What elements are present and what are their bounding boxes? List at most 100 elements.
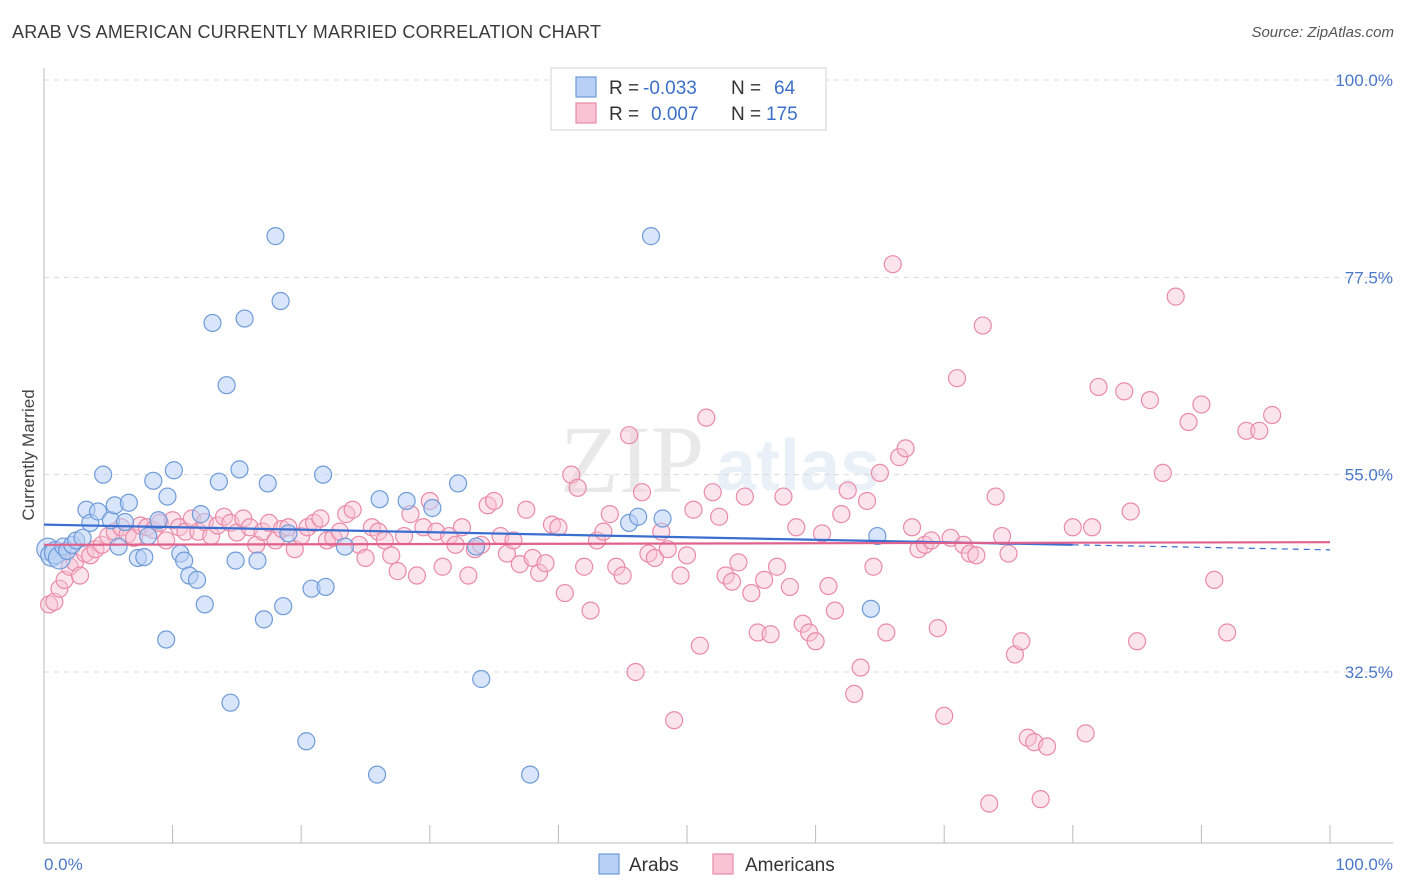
americans-point (928, 619, 947, 638)
americans-point (311, 509, 330, 528)
americans-point (986, 487, 1005, 506)
arabs-point (191, 505, 210, 524)
x-tick-label-min: 0.0% (44, 855, 83, 874)
legend-r-value-arabs: -0.033 (643, 78, 697, 99)
arabs-point (521, 765, 540, 784)
arabs-point (158, 487, 177, 506)
americans-point (832, 505, 851, 524)
americans-point (870, 463, 890, 483)
y-tick-labels: 32.5% 55.0% 77.5% 100.0% (1335, 71, 1393, 682)
arabs-point (226, 551, 245, 570)
americans-point (536, 554, 555, 573)
arabs-point (653, 509, 672, 528)
americans-point (825, 601, 844, 620)
arabs-point (135, 547, 154, 567)
y-tick-label: 77.5% (1345, 268, 1393, 287)
americans-point (722, 572, 742, 591)
americans-point (356, 548, 375, 568)
americans-point (761, 625, 780, 644)
americans-point (1115, 382, 1134, 401)
americans-point (883, 255, 902, 274)
americans-point (999, 544, 1018, 563)
arabs-point (370, 490, 389, 509)
chart-source: Source: ZipAtlas.com (1251, 24, 1394, 41)
americans-trend-line (43, 541, 1331, 546)
arabs-point (73, 528, 92, 547)
americans-point (684, 500, 703, 519)
americans-point (902, 518, 922, 537)
americans-point (40, 595, 59, 614)
americans-point (407, 566, 427, 585)
correlation-legend: R = -0.033 N = 64 R = 0.007 N = 175 (550, 67, 827, 131)
arabs-point (397, 491, 416, 511)
legend-swatch-arabs (575, 76, 597, 98)
arabs-point (629, 507, 648, 526)
axes (43, 68, 1393, 844)
americans-point (896, 439, 915, 458)
americans-point (703, 483, 722, 502)
arabs-point (423, 498, 442, 518)
americans-point (382, 546, 401, 565)
americans-point (845, 684, 864, 704)
americans-point (1089, 377, 1108, 397)
arabs-point (861, 599, 880, 618)
arabs-point (209, 472, 228, 491)
americans-point (549, 518, 568, 537)
americans-point (1121, 502, 1140, 521)
arabs-point (88, 502, 108, 521)
americans-point (806, 632, 825, 651)
legend-swatch-americans (575, 102, 597, 124)
series-legend: Arabs Americans (598, 853, 835, 876)
y-tick-label: 100.0% (1335, 71, 1393, 90)
americans-point (1127, 632, 1147, 651)
arabs-point (235, 309, 254, 328)
americans-point (677, 546, 697, 565)
americans-points (40, 255, 1282, 813)
americans-point (992, 526, 1012, 546)
arabs-point (203, 313, 222, 333)
chart-title: ARAB VS AMERICAN CURRENTLY MARRIED CORRE… (12, 22, 602, 42)
americans-point (658, 540, 677, 559)
arabs-point (139, 526, 158, 546)
americans-point (935, 706, 954, 725)
americans-point (755, 570, 774, 589)
americans-point (812, 524, 832, 543)
americans-point (530, 563, 549, 582)
americans-point (1012, 632, 1031, 651)
arabs-point (335, 537, 355, 556)
arabs-point (115, 512, 135, 532)
grid-lines (44, 79, 1393, 673)
legend-n-label-arabs: N = (731, 78, 761, 99)
americans-point (1140, 391, 1160, 410)
arabs-point (157, 630, 176, 649)
americans-point (1237, 421, 1256, 440)
legend-n-value-americans: 175 (766, 104, 798, 125)
americans-point (575, 557, 594, 576)
watermark-atlas: atlas (716, 426, 880, 506)
legend-box (550, 67, 827, 131)
americans-point (555, 583, 574, 603)
arabs-point (367, 765, 387, 784)
arabs-point (94, 465, 113, 484)
americans-point (947, 369, 967, 388)
americans-point (452, 518, 472, 537)
americans-point (980, 794, 999, 813)
arabs-point (266, 227, 285, 246)
americans-point (690, 636, 709, 655)
americans-point (388, 562, 407, 581)
legend-n-value-arabs: 64 (774, 78, 796, 99)
americans-point (157, 531, 176, 550)
bottom-legend-swatch-americans (712, 853, 734, 875)
arabs-point (149, 511, 168, 530)
americans-point (613, 566, 632, 585)
americans-point (459, 566, 478, 585)
americans-point (774, 487, 793, 506)
arabs-point (313, 465, 333, 484)
americans-point (433, 557, 452, 576)
americans-point (697, 408, 716, 427)
americans-point (851, 658, 870, 677)
americans-point (710, 507, 729, 526)
arabs-point (258, 474, 277, 493)
americans-point (864, 557, 883, 576)
